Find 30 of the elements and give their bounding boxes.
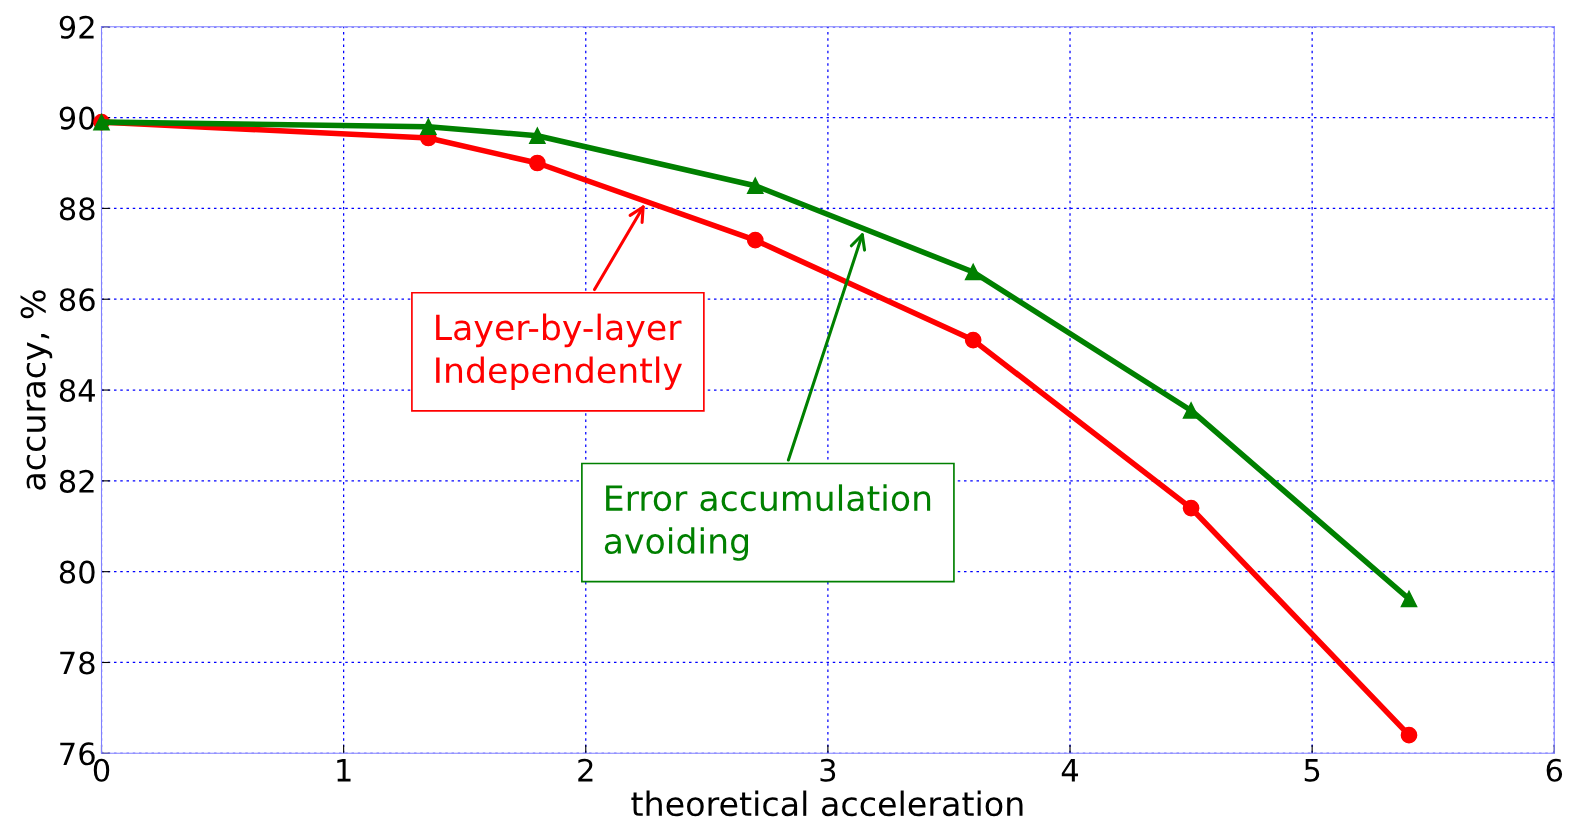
y-tick-label: 82 — [59, 469, 94, 493]
y-tick-label: 86 — [59, 288, 95, 312]
point — [746, 177, 764, 195]
x-tick-label: 4 — [1061, 759, 1079, 782]
x-tick-label: 3 — [820, 758, 836, 782]
x-tick-label: 0 — [93, 758, 110, 782]
point — [746, 231, 764, 249]
y-axis-title: accuracy, % — [20, 290, 53, 490]
y-tick-label: 84 — [59, 378, 95, 403]
x-axis-title: theoretical acceleration — [631, 790, 1023, 817]
legend-label: Layer-by-layer Independently — [436, 313, 682, 391]
point — [1400, 590, 1418, 608]
point — [529, 154, 546, 172]
text: Error accumulation avoiding — [604, 484, 931, 561]
y-tick-label: 92 — [59, 15, 94, 39]
point — [1182, 499, 1200, 517]
y-tick-label: 78 — [60, 651, 95, 675]
x-tick-label: 1 — [337, 759, 351, 782]
point — [964, 263, 982, 281]
y-tick-label: 80 — [59, 560, 95, 584]
point — [529, 127, 546, 145]
y-tick-label: 88 — [59, 197, 95, 221]
x-tick-label: 5 — [1304, 759, 1320, 782]
x-tick-label: 6 — [1546, 758, 1563, 782]
point — [1400, 726, 1418, 744]
point — [420, 118, 437, 136]
point — [964, 331, 982, 349]
y-tick-label: 76 — [60, 742, 95, 766]
y-tick-label: 90 — [59, 106, 95, 130]
x-tick-label: 2 — [578, 758, 593, 782]
